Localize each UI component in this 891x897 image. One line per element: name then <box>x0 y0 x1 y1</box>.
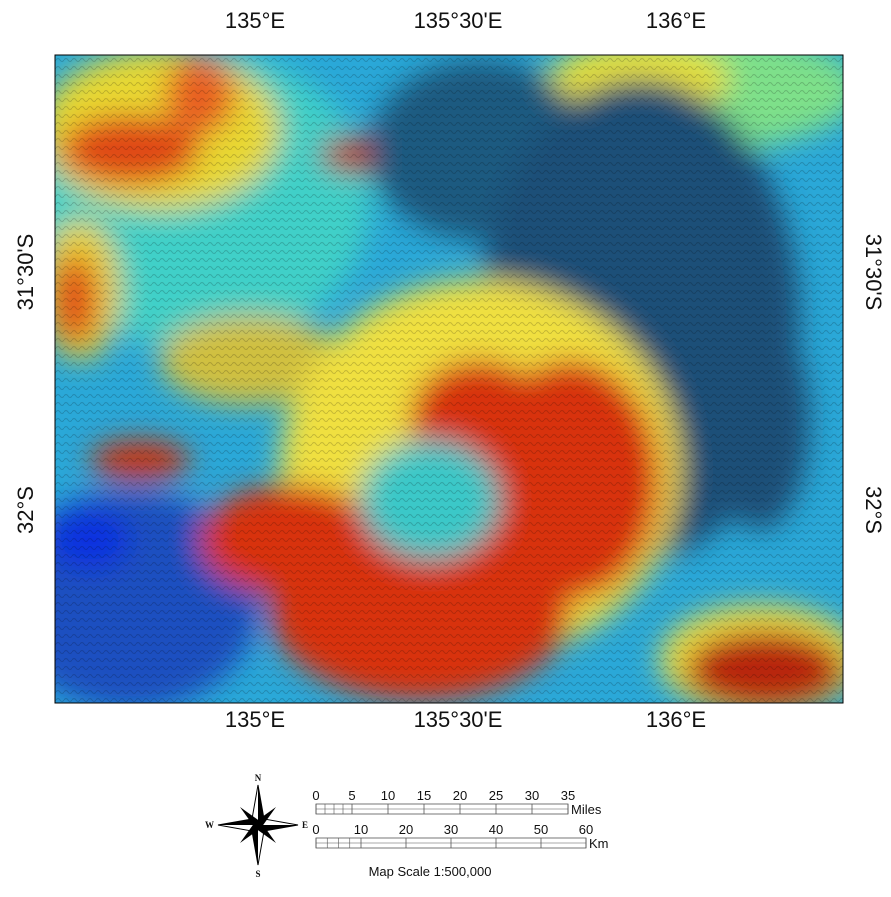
scale-unit: Km <box>589 836 609 851</box>
scale-tick-label: 30 <box>444 822 458 837</box>
lon-label-top: 135°30'E <box>414 8 503 33</box>
compass-east: E <box>302 820 308 830</box>
scale-tick-label: 20 <box>453 788 467 803</box>
scale-caption: Map Scale 1:500,000 <box>369 864 492 879</box>
lon-label-bottom: 135°E <box>225 707 285 732</box>
scale-tick-label: 25 <box>489 788 503 803</box>
lon-label-bottom: 135°30'E <box>414 707 503 732</box>
scale-tick-label: 30 <box>525 788 539 803</box>
compass-west: W <box>205 820 214 830</box>
scale-tick-label: 0 <box>312 822 319 837</box>
scale-tick-label: 5 <box>348 788 355 803</box>
scale-unit: Miles <box>571 802 602 817</box>
compass-north: N <box>255 773 262 783</box>
lat-label-right: 31°30'S <box>861 234 886 311</box>
scale-tick-label: 20 <box>399 822 413 837</box>
compass-south: S <box>255 869 260 879</box>
scale-tick-label: 35 <box>561 788 575 803</box>
scale-tick-label: 50 <box>534 822 548 837</box>
scale-tick-label: 10 <box>381 788 395 803</box>
lat-label-left: 32°S <box>13 486 38 534</box>
lon-label-top: 136°E <box>646 8 706 33</box>
compass: N E S W <box>205 773 308 879</box>
scale-tick-label: 60 <box>579 822 593 837</box>
lat-label-left: 31°30'S <box>13 234 38 311</box>
map-page: N E S W Map Scale 1:500,000 135°E 135°30'… <box>0 0 891 892</box>
lon-label-top: 135°E <box>225 8 285 33</box>
scale-tick-label: 10 <box>354 822 368 837</box>
lon-label-bottom: 136°E <box>646 707 706 732</box>
scale-tick-label: 15 <box>417 788 431 803</box>
scale-tick-label: 0 <box>312 788 319 803</box>
scale-tick-label: 40 <box>489 822 503 837</box>
lat-label-right: 32°S <box>861 486 886 534</box>
elevation-map <box>0 30 860 715</box>
